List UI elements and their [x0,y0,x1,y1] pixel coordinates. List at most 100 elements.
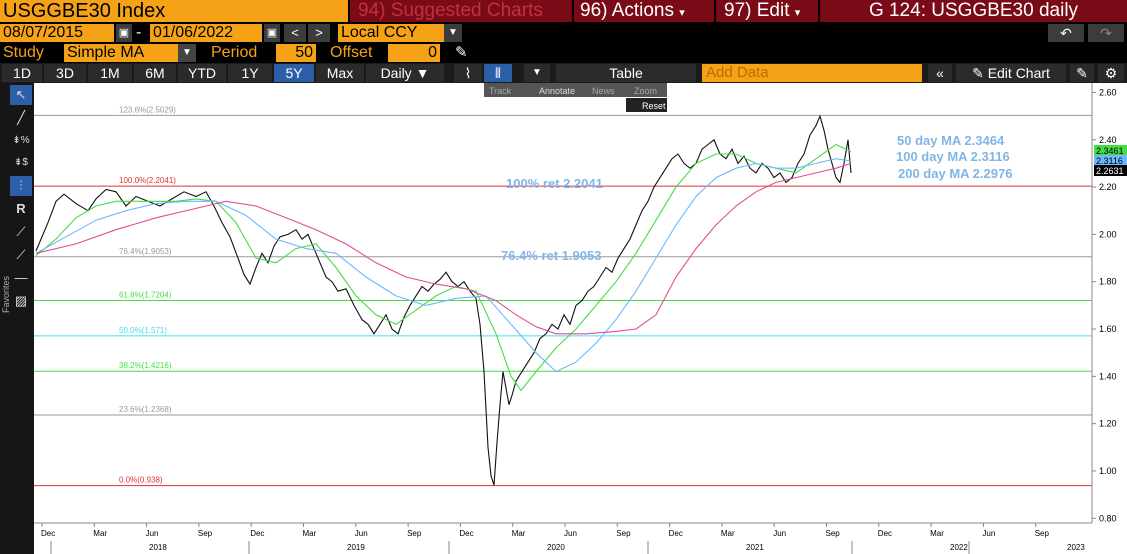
reset-button[interactable]: Reset [642,101,666,111]
x-tick-label: Dec [459,529,473,538]
gear-icon[interactable]: ⚙ [1098,64,1124,82]
x-year-label: 2023 [1067,543,1085,552]
pencil-icon: ✎ [972,65,984,81]
redo-icon[interactable]: ↷ [1088,24,1124,42]
horizontal-line-icon[interactable]: — [14,270,28,285]
popup-toolbar [484,83,667,97]
ray-tool-icon[interactable]: ⟋ [16,247,26,262]
timeframe-1d[interactable]: 1D [2,64,42,82]
collapse-icon[interactable]: « [928,64,952,82]
price-chart[interactable]: 123.6%(2.5029) 100.0%(2.2041) 76.4%(1.9053… [34,83,1127,554]
study-select[interactable]: Simple MA [64,44,178,62]
timeframe-3d[interactable]: 3D [44,64,86,82]
line-chart-icon[interactable]: ⌇ [454,64,482,82]
frequency-select[interactable]: Daily ▼ [366,64,444,82]
last-value-tag [1094,155,1127,166]
x-year-label: 2021 [746,543,764,552]
bar-chart-icon[interactable]: ⫴ [484,64,512,82]
x-tick-label: Sep [407,529,422,538]
timeframe-6m[interactable]: 6M [134,64,176,82]
x-tick-label: Sep [198,529,213,538]
timeframe-ytd[interactable]: YTD [178,64,226,82]
x-tick-label: Mar [93,529,107,538]
last-value-tag [1094,165,1127,176]
timeframe-max[interactable]: Max [316,64,364,82]
x-tick-label: Mar [930,529,944,538]
calendar-icon[interactable]: ▣ [116,24,132,42]
annotate-button[interactable]: Annotate [539,86,575,96]
x-year-label: 2018 [149,543,167,552]
plot-background [34,83,1127,554]
x-year-label: 2020 [547,543,565,552]
previous-arrow-icon[interactable]: < [284,24,306,42]
series-line-ma50 [35,143,852,392]
title-bar: USGGBE30 Index 94) Suggested Charts 96) … [0,0,1127,22]
currency-select[interactable]: Local CCY [338,24,444,42]
zoom-button[interactable]: Zoom [634,86,657,96]
series-line-index [35,114,852,486]
x-tick-label: Sep [826,529,841,538]
calendar-icon[interactable]: ▣ [264,24,280,42]
chart-annotation: 50 day MA 2.3464 [897,133,1005,148]
actions-label: 96) Actions [580,0,674,21]
dollar-tool-icon[interactable]: ⇟$ [14,157,28,168]
x-tick-label: Dec [669,529,683,538]
dropdown-arrow-icon: ▾ [794,7,801,19]
edit-chart-label: Edit Chart [987,65,1050,81]
last-value-label: 2.3461 [1096,146,1124,156]
ticker-field[interactable]: USGGBE30 Index [0,0,348,22]
y-tick-label: 2.00 [1099,229,1117,239]
x-tick-label: Mar [303,529,317,538]
study-bar: Study Simple MA ▼ Period 50 Offset 0 ✎ [0,44,1127,63]
dropdown-arrow-icon: ▾ [679,7,685,19]
track-button[interactable]: Track [489,86,512,96]
y-tick-label: 1.00 [1099,466,1117,476]
r-tool-icon[interactable]: R [16,201,26,216]
fib-level-label: 0.0%(0.938) [119,476,163,485]
annotate-icon[interactable]: ✎ [1070,64,1094,82]
y-tick-label: 1.40 [1099,371,1117,381]
start-date-field[interactable]: 08/07/2015 [0,24,114,42]
news-button[interactable]: News [592,86,615,96]
fib-level-label: 100.0%(2.2041) [119,176,176,185]
pencil-icon[interactable]: ✎ [455,44,468,61]
x-tick-label: Dec [41,529,55,538]
y-tick-label: 1.60 [1099,324,1117,334]
x-tick-label: Jun [982,529,995,538]
timeframe-1m[interactable]: 1M [88,64,132,82]
table-button[interactable]: Table [556,64,696,82]
timeframe-5y[interactable]: 5Y [274,64,314,82]
offset-field[interactable]: 0 [388,44,440,62]
next-arrow-icon[interactable]: > [308,24,330,42]
fib-level-label: 50.0%(1.571) [119,326,167,335]
last-value-label: 2.2631 [1096,166,1124,176]
trend-tool-icon[interactable]: ⟋ [16,224,26,239]
y-tick-label: 1.20 [1099,419,1117,429]
edit-label: 97) Edit [724,0,790,21]
x-tick-label: Dec [250,529,264,538]
study-label: Study [3,44,44,61]
edit-menu[interactable]: 97) Edit ▾ [716,0,818,22]
channel-tool-icon[interactable]: ▨ [14,293,28,308]
chevron-down-icon[interactable]: ▼ [444,24,462,42]
fibonacci-tool-icon[interactable]: ⫶ [10,176,32,196]
fib-level-label: 23.6%(1.2368) [119,405,172,414]
edit-chart-button[interactable]: ✎ Edit Chart [956,64,1066,82]
add-data-input[interactable]: Add Data [702,64,922,82]
x-tick-label: Jun [146,529,159,538]
chevron-down-icon[interactable]: ▼ [178,44,196,62]
actions-menu[interactable]: 96) Actions ▾ [574,0,714,22]
line-tool-icon[interactable]: ╱ [17,110,25,125]
undo-icon[interactable]: ↶ [1048,24,1084,42]
period-label: Period [211,44,258,61]
end-date-field[interactable]: 01/06/2022 [150,24,262,42]
percent-tool-icon[interactable]: ⇟% [12,135,30,146]
chevron-down-icon[interactable]: ▼ [524,64,550,82]
series-line-ma100 [35,158,852,373]
period-field[interactable]: 50 [276,44,316,62]
cursor-icon[interactable]: ↖ [10,85,32,105]
timeframe-1y[interactable]: 1Y [228,64,272,82]
x-axis: Dec Mar Jun Sep Dec Mar Jun Sep Dec Mar Jun Sep Dec M… [34,522,1092,554]
last-value-tag [1094,145,1127,156]
suggested-charts-button[interactable]: 94) Suggested Charts [350,0,572,22]
